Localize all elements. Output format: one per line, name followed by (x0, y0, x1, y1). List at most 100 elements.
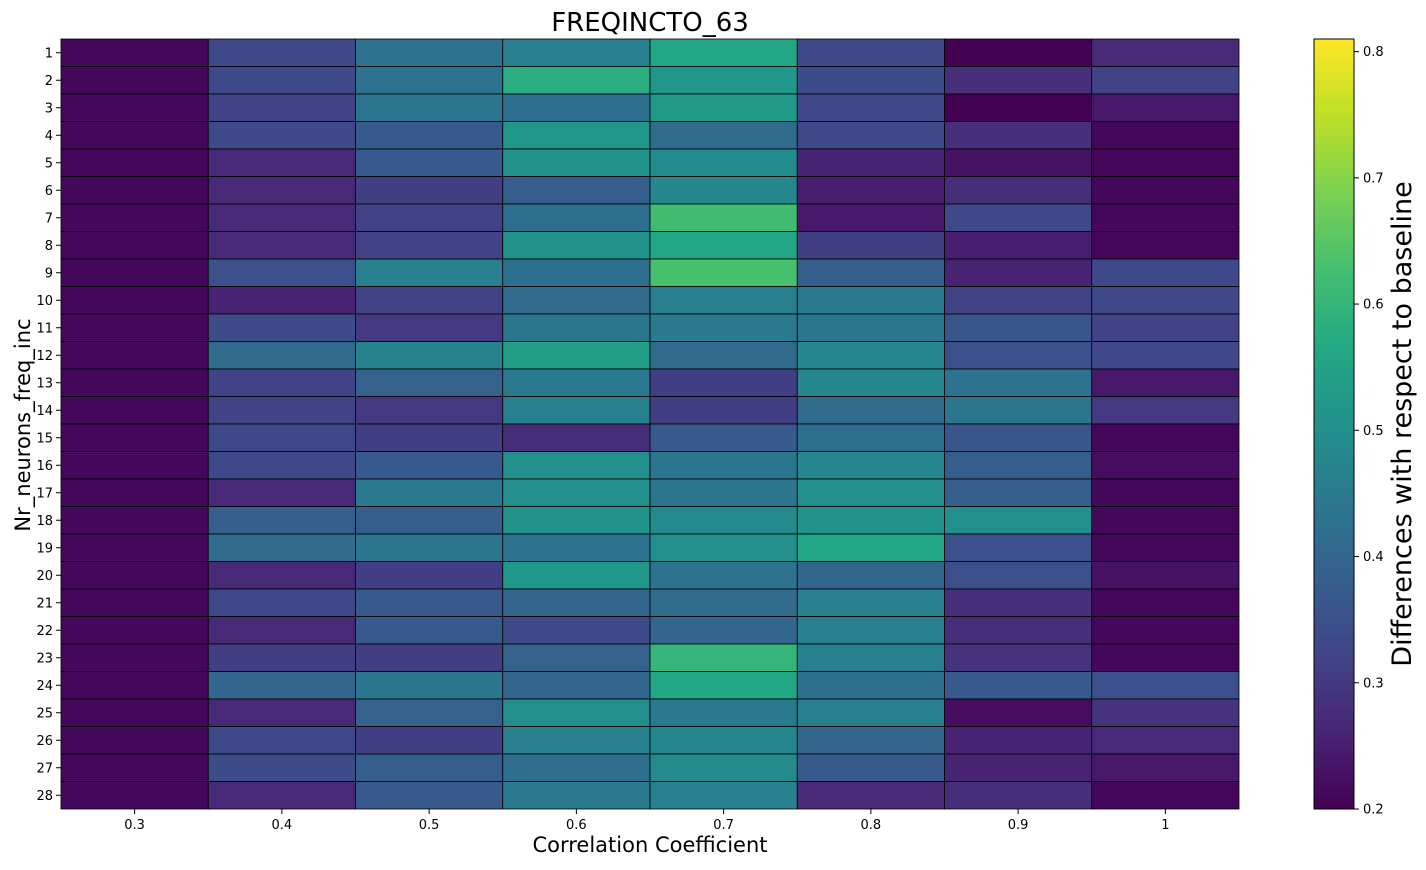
heatmap-cell (60, 93, 209, 122)
x-tick-label: 0.8 (861, 818, 882, 833)
heatmap-cell (207, 93, 356, 122)
heatmap-cell (649, 451, 798, 480)
heatmap-cell (502, 93, 651, 122)
heatmap-cell (60, 396, 209, 425)
heatmap-cell (207, 368, 356, 397)
heatmap-cell (796, 93, 945, 122)
heatmap-cell (944, 726, 1093, 755)
heatmap-cell (796, 148, 945, 177)
y-tick-label: 6 (45, 184, 53, 199)
colorbar-tick-label: 0.5 (1363, 424, 1384, 439)
heatmap-cell (796, 121, 945, 150)
heatmap-cell (944, 506, 1093, 535)
y-tick-label: 5 (45, 156, 53, 171)
heatmap-cell (649, 781, 798, 810)
y-tick-label: 11 (36, 321, 53, 336)
heatmap-cell (502, 533, 651, 562)
heatmap-cell (60, 341, 209, 370)
heatmap-cell (796, 286, 945, 315)
x-axis-label: Correlation Coefficient (532, 833, 767, 857)
x-tick-label: 0.9 (1008, 818, 1029, 833)
heatmap-cell (355, 176, 504, 205)
heatmap-cell (1091, 396, 1240, 425)
heatmap-cell (649, 148, 798, 177)
heatmap-cell (796, 671, 945, 700)
heatmap-cell (1091, 121, 1240, 150)
heatmap-cell (649, 588, 798, 617)
heatmap-cell (1091, 671, 1240, 700)
y-tick-label: 4 (45, 129, 53, 144)
x-tick-label: 0.4 (272, 818, 293, 833)
y-tick-label: 21 (36, 596, 53, 611)
x-tick-label: 0.3 (124, 818, 145, 833)
heatmap-cell (796, 258, 945, 287)
heatmap-cell (207, 423, 356, 452)
heatmap-cell (796, 561, 945, 590)
heatmap-cell (355, 203, 504, 232)
heatmap-cell (1091, 176, 1240, 205)
heatmap-cell (1091, 93, 1240, 122)
heatmap-cell (649, 121, 798, 150)
heatmap-cell (60, 148, 209, 177)
heatmap-cell (944, 341, 1093, 370)
heatmap-cell (355, 368, 504, 397)
heatmap-cell (1091, 533, 1240, 562)
heatmap-cell (649, 643, 798, 672)
heatmap-cell (207, 258, 356, 287)
heatmap-cell (796, 203, 945, 232)
heatmap-cell (944, 533, 1093, 562)
heatmap-cell (60, 616, 209, 645)
heatmap-cell (207, 588, 356, 617)
heatmap-cell (355, 451, 504, 480)
heatmap-cell (1091, 451, 1240, 480)
heatmap-cell (502, 506, 651, 535)
heatmap-cell (355, 38, 504, 67)
heatmap-cell (944, 203, 1093, 232)
heatmap-cell (944, 38, 1093, 67)
heatmap-cell (502, 203, 651, 232)
heatmap-cell (355, 588, 504, 617)
y-tick-label: 3 (45, 101, 53, 116)
heatmap-cell (355, 231, 504, 260)
heatmap-cell (355, 726, 504, 755)
heatmap-cell (355, 506, 504, 535)
heatmap-cell (1091, 781, 1240, 810)
heatmap-cell (355, 148, 504, 177)
heatmap-cell (1091, 561, 1240, 590)
heatmap-cell (355, 423, 504, 452)
heatmap-cell (207, 478, 356, 507)
heatmap-cell (649, 698, 798, 727)
heatmap-cell (649, 203, 798, 232)
heatmap-cell (1091, 368, 1240, 397)
heatmap-cell (502, 616, 651, 645)
heatmap-cell (355, 396, 504, 425)
heatmap-cell (796, 726, 945, 755)
heatmap-cell (207, 726, 356, 755)
heatmap-cell (502, 423, 651, 452)
heatmap-cell (207, 451, 356, 480)
heatmap-cell (796, 643, 945, 672)
heatmap-cell (207, 231, 356, 260)
heatmap-cell (60, 203, 209, 232)
heatmap-cell (1091, 313, 1240, 342)
x-tick-label: 0.5 (419, 818, 440, 833)
y-tick-label: 24 (36, 679, 53, 694)
heatmap-cell (796, 231, 945, 260)
colorbar-tick-label: 0.2 (1363, 803, 1384, 818)
heatmap-cell (60, 698, 209, 727)
heatmap-cells (60, 38, 1240, 810)
heatmap-cell (207, 533, 356, 562)
heatmap-cell (796, 176, 945, 205)
heatmap-cell (207, 643, 356, 672)
heatmap-cell (60, 231, 209, 260)
heatmap-cell (796, 506, 945, 535)
heatmap-cell (207, 396, 356, 425)
heatmap-cell (944, 368, 1093, 397)
heatmap-cell (502, 671, 651, 700)
heatmap-cell (649, 561, 798, 590)
heatmap-cell (649, 478, 798, 507)
y-axis-label: Nr_neurons_freq_inc (11, 318, 36, 531)
heatmap-cell (355, 286, 504, 315)
heatmap-cell (649, 231, 798, 260)
heatmap-cell (649, 533, 798, 562)
